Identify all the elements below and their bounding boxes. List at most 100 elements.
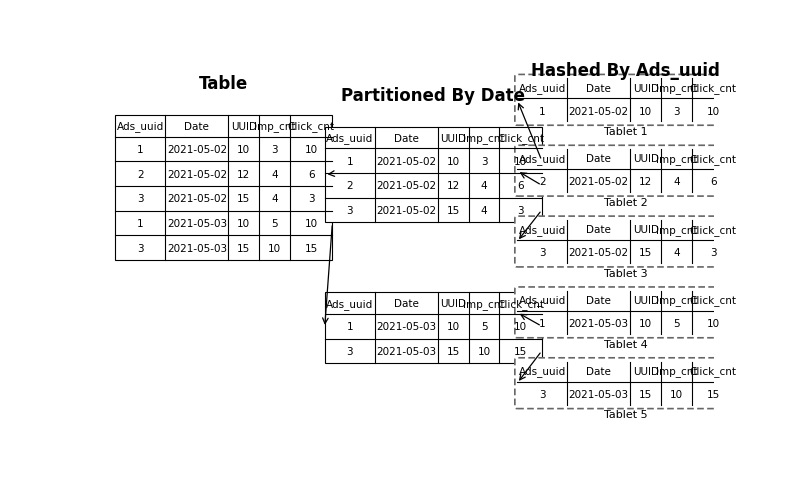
Text: 15: 15 xyxy=(639,248,653,258)
Text: Imp_cnt: Imp_cnt xyxy=(656,366,697,376)
Text: 1: 1 xyxy=(137,218,144,228)
Text: 10: 10 xyxy=(304,145,318,155)
Text: 15: 15 xyxy=(639,389,653,399)
Text: Tablet 5: Tablet 5 xyxy=(604,409,648,420)
Text: UUID: UUID xyxy=(633,84,659,93)
Text: 1: 1 xyxy=(347,322,353,332)
Text: 4: 4 xyxy=(481,181,487,191)
Text: 2021-05-03: 2021-05-03 xyxy=(167,243,227,253)
Text: 2021-05-02: 2021-05-02 xyxy=(568,177,629,187)
Text: 12: 12 xyxy=(237,169,250,180)
Text: Date: Date xyxy=(587,154,611,164)
Text: 1: 1 xyxy=(539,107,545,116)
Text: UUID: UUID xyxy=(633,225,659,235)
Text: 10: 10 xyxy=(639,107,653,116)
Text: Click_cnt: Click_cnt xyxy=(689,154,737,165)
Text: Imp_cnt: Imp_cnt xyxy=(254,121,296,132)
Text: 10: 10 xyxy=(670,389,683,399)
Text: 4: 4 xyxy=(673,248,680,258)
Text: 15: 15 xyxy=(447,205,460,216)
Text: Imp_cnt: Imp_cnt xyxy=(656,224,697,235)
Bar xyxy=(324,128,542,223)
Text: 2021-05-03: 2021-05-03 xyxy=(167,218,227,228)
Text: UUID: UUID xyxy=(231,122,257,132)
Text: UUID: UUID xyxy=(440,299,466,309)
Text: 10: 10 xyxy=(707,107,719,116)
Text: 10: 10 xyxy=(707,318,719,328)
Text: Tablet 1: Tablet 1 xyxy=(604,127,648,137)
Text: 2: 2 xyxy=(347,181,353,191)
Text: 3: 3 xyxy=(539,248,545,258)
Text: Partitioned By Date: Partitioned By Date xyxy=(341,86,525,105)
Text: 10: 10 xyxy=(478,346,491,356)
Text: 4: 4 xyxy=(271,194,278,204)
Text: 10: 10 xyxy=(237,218,250,228)
Text: UUID: UUID xyxy=(633,154,659,164)
Text: Click_cnt: Click_cnt xyxy=(689,83,737,94)
Text: 3: 3 xyxy=(673,107,680,116)
Text: 3: 3 xyxy=(347,205,353,216)
Text: Date: Date xyxy=(587,84,611,93)
Text: Date: Date xyxy=(587,295,611,305)
Text: Click_cnt: Click_cnt xyxy=(689,295,737,306)
Text: 2021-05-02: 2021-05-02 xyxy=(376,156,436,167)
Text: Imp_cnt: Imp_cnt xyxy=(463,298,505,309)
Text: Tablet 3: Tablet 3 xyxy=(604,268,648,278)
Text: 10: 10 xyxy=(447,156,460,167)
Text: Ads_uuid: Ads_uuid xyxy=(518,295,566,306)
Text: 1: 1 xyxy=(137,145,144,155)
Text: 2021-05-03: 2021-05-03 xyxy=(568,318,629,328)
Text: 4: 4 xyxy=(481,205,487,216)
Text: 15: 15 xyxy=(237,194,250,204)
Text: 15: 15 xyxy=(707,389,719,399)
Bar xyxy=(324,293,542,363)
Text: 3: 3 xyxy=(137,194,144,204)
Text: Imp_cnt: Imp_cnt xyxy=(656,83,697,94)
Text: 10: 10 xyxy=(447,322,460,332)
Text: 10: 10 xyxy=(268,243,281,253)
FancyBboxPatch shape xyxy=(515,146,737,197)
Text: 3: 3 xyxy=(539,389,545,399)
Text: Click_cnt: Click_cnt xyxy=(689,224,737,235)
Text: 4: 4 xyxy=(673,177,680,187)
Text: Imp_cnt: Imp_cnt xyxy=(656,154,697,165)
Text: Imp_cnt: Imp_cnt xyxy=(463,133,505,144)
Text: 2021-05-02: 2021-05-02 xyxy=(376,205,436,216)
Text: 15: 15 xyxy=(514,346,527,356)
Text: 5: 5 xyxy=(271,218,278,228)
Text: 3: 3 xyxy=(137,243,144,253)
Text: 10: 10 xyxy=(639,318,653,328)
Text: Click_cnt: Click_cnt xyxy=(288,121,335,132)
Text: 15: 15 xyxy=(304,243,318,253)
Text: 5: 5 xyxy=(673,318,680,328)
Text: Date: Date xyxy=(587,225,611,235)
Text: Date: Date xyxy=(184,122,209,132)
Text: 15: 15 xyxy=(447,346,460,356)
Text: 2021-05-03: 2021-05-03 xyxy=(376,322,436,332)
Text: 2021-05-03: 2021-05-03 xyxy=(376,346,436,356)
Text: Date: Date xyxy=(587,366,611,376)
Text: Ads_uuid: Ads_uuid xyxy=(117,121,164,132)
Text: Click_cnt: Click_cnt xyxy=(497,133,544,144)
Text: 15: 15 xyxy=(237,243,250,253)
Text: 2021-05-02: 2021-05-02 xyxy=(568,107,629,116)
FancyBboxPatch shape xyxy=(515,288,737,338)
Text: Date: Date xyxy=(394,133,419,143)
Text: 3: 3 xyxy=(481,156,487,167)
Text: 12: 12 xyxy=(447,181,460,191)
Text: Table: Table xyxy=(200,75,248,93)
Text: 3: 3 xyxy=(710,248,716,258)
FancyBboxPatch shape xyxy=(515,358,737,409)
Text: 6: 6 xyxy=(518,181,524,191)
Text: Hashed By Ads_uuid: Hashed By Ads_uuid xyxy=(531,62,720,80)
Text: 3: 3 xyxy=(308,194,315,204)
Text: 5: 5 xyxy=(481,322,487,332)
Text: 3: 3 xyxy=(347,346,353,356)
Text: Click_cnt: Click_cnt xyxy=(497,298,544,309)
Text: 10: 10 xyxy=(304,218,318,228)
Text: 12: 12 xyxy=(639,177,653,187)
Text: Date: Date xyxy=(394,299,419,309)
Text: 2: 2 xyxy=(137,169,144,180)
Text: 2021-05-02: 2021-05-02 xyxy=(167,145,227,155)
Text: 2: 2 xyxy=(539,177,545,187)
